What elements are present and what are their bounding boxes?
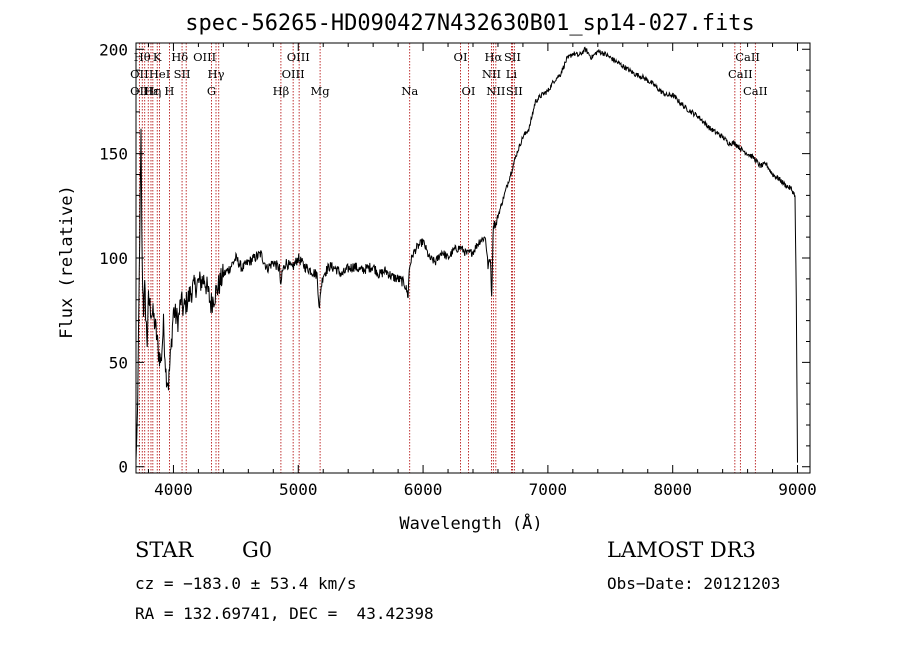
spectral-line-label: Na <box>401 84 418 98</box>
spectral-line-label: Hδ <box>171 50 188 64</box>
x-tick-label: 7000 <box>529 480 568 499</box>
spectral-line-label: CaII <box>743 84 768 98</box>
spectral-line-label: OIII <box>193 50 216 64</box>
y-axis-label: Flux (relative) <box>57 185 77 339</box>
spectral-line-label: Hα <box>484 50 502 64</box>
obs-date: Obs−Date: 20121203 <box>607 574 781 593</box>
spectral-line-label: OII <box>130 67 149 81</box>
spectral-line-label: CaII <box>735 50 760 64</box>
spectral-line-label: CaII <box>728 67 753 81</box>
survey-name: LAMOST DR3 <box>607 538 756 562</box>
spectral-line-label: HeI <box>149 67 170 81</box>
spectral-line-label: K <box>153 50 162 64</box>
spectral-line-label: SII <box>506 84 523 98</box>
coordinates: RA = 132.69741, DEC = 43.42398 <box>135 604 434 623</box>
y-tick-label: 50 <box>109 353 128 372</box>
x-tick-label: 9000 <box>778 480 817 499</box>
spectral-line-label: Mg <box>311 84 331 98</box>
spectral-line-label: G <box>207 84 216 98</box>
spectral-line-label: SII <box>504 50 521 64</box>
y-tick-label: 100 <box>99 249 128 268</box>
spectral-line-label: NII <box>486 84 505 98</box>
spectral-line-label: Hβ <box>273 84 290 98</box>
redshift-cz: cz = −183.0 ± 53.4 km/s <box>135 574 357 593</box>
spectral-line-label: OI <box>462 84 476 98</box>
y-tick-label: 150 <box>99 145 128 164</box>
x-tick-label: 6000 <box>404 480 443 499</box>
spectral-line-label: H <box>164 84 174 98</box>
x-tick-label: 4000 <box>154 480 193 499</box>
spectral-line-label: Hγ <box>208 67 225 81</box>
chart-title: spec-56265-HD090427N432630B01_sp14-027.f… <box>185 11 755 36</box>
x-tick-label: 8000 <box>653 480 692 499</box>
spectral-line-markers <box>138 43 756 473</box>
spectral-line-label: OIII <box>282 67 305 81</box>
spectral-line-label: Hη <box>144 84 161 98</box>
spectral-line-label: Hθ <box>134 50 151 64</box>
x-tick-label: 5000 <box>279 480 318 499</box>
x-axis-label: Wavelength (Å) <box>399 512 542 534</box>
x-axis-ticks: 4000 5000 6000 7000 8000 9000 <box>147 43 817 499</box>
spectral-line-label: Hε <box>143 84 159 98</box>
subclass: G0 <box>242 538 273 562</box>
y-tick-label: 0 <box>118 458 128 477</box>
spectral-line-label: Li <box>506 67 518 81</box>
y-axis-ticks: 0 50 100 150 200 <box>99 40 810 477</box>
spectral-line-label: NII <box>482 67 501 81</box>
spectral-line-label: OI <box>454 50 468 64</box>
object-type: STAR <box>135 538 194 562</box>
y-tick-label: 200 <box>99 40 128 59</box>
spectral-line-label: OIII <box>287 50 310 64</box>
flux-series <box>135 46 798 463</box>
spectral-line-label: SII <box>174 67 191 81</box>
flux-line <box>135 46 798 463</box>
